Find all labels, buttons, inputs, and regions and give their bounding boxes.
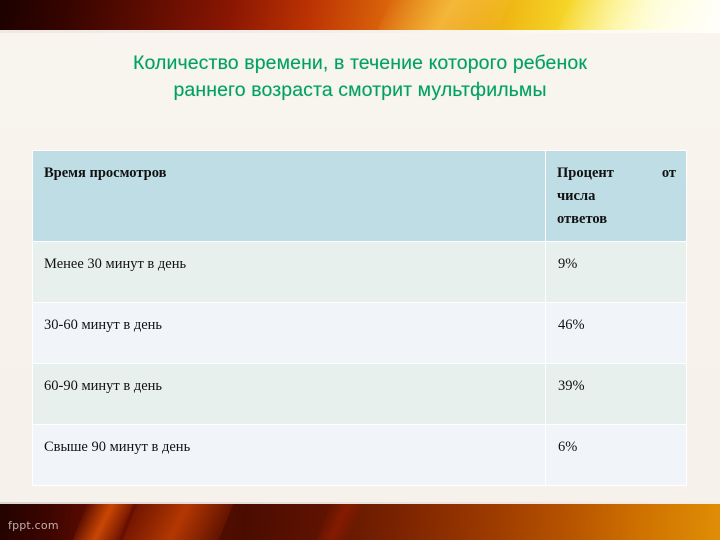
top-band-highlight xyxy=(0,30,720,33)
bottom-band-stripe-2 xyxy=(113,504,239,540)
table-row: 60-90 минут в день 39% xyxy=(32,363,687,425)
table-header: Время просмотров Процент от числа ответо… xyxy=(32,150,687,242)
table-row: 30-60 минут в день 46% xyxy=(32,302,687,364)
cell-time-3: 60-90 минут в день xyxy=(32,363,546,425)
table-body: Менее 30 минут в день 9% 30-60 минут в д… xyxy=(32,241,687,486)
column-header-percent: Процент от числа ответов xyxy=(545,150,687,242)
column-header-percent-line-3: ответов xyxy=(557,211,608,227)
cell-time-1: Менее 30 минут в день xyxy=(32,241,546,303)
title-container: Количество времени, в течение которого р… xyxy=(0,50,720,104)
title-line-2: раннего возраста смотрит мультфильмы xyxy=(173,79,547,101)
watermark-fppt: fppt.com xyxy=(8,519,59,532)
cell-percent-3: 39% xyxy=(545,363,687,425)
cell-percent-2: 46% xyxy=(545,302,687,364)
title-line-1: Количество времени, в течение которого р… xyxy=(133,52,587,74)
top-decorative-band xyxy=(0,0,720,32)
table-header-row: Время просмотров Процент от числа ответо… xyxy=(32,150,687,242)
column-header-time: Время просмотров xyxy=(32,150,546,242)
cell-time-4: Свыше 90 минут в день xyxy=(32,424,546,486)
top-band-streak-a xyxy=(359,0,521,32)
page-title: Количество времени, в течение которого р… xyxy=(60,50,660,104)
table-row: Менее 30 минут в день 9% xyxy=(32,241,687,303)
cell-time-2: 30-60 минут в день xyxy=(32,302,546,364)
column-header-percent-line-1: Процент от xyxy=(557,165,676,181)
table-row: Свыше 90 минут в день 6% xyxy=(32,424,687,486)
cell-percent-1: 9% xyxy=(545,241,687,303)
column-header-percent-line-2: числа xyxy=(557,188,596,204)
bottom-band-stripe-3 xyxy=(307,504,367,540)
bottom-decorative-band: fppt.com xyxy=(0,504,720,540)
table-container: Время просмотров Процент от числа ответо… xyxy=(32,150,687,486)
top-band-streak-b xyxy=(539,0,720,32)
survey-results-table: Время просмотров Процент от числа ответо… xyxy=(32,150,687,486)
cell-percent-4: 6% xyxy=(545,424,687,486)
